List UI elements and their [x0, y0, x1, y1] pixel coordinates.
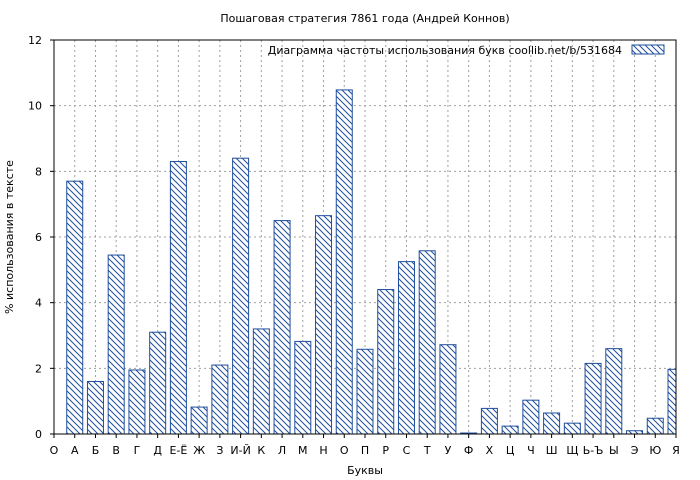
bar	[252, 328, 270, 435]
x-tick-label: И-Й	[230, 444, 250, 457]
x-tick-label: В	[112, 444, 120, 457]
legend-label: Диаграмма частоты использования букв coo…	[268, 44, 622, 57]
x-tick-label: О	[50, 444, 59, 457]
x-tick-label: Ц	[506, 444, 515, 457]
bar	[522, 399, 540, 435]
chart-title: Пошаговая стратегия 7861 года (Андрей Ко…	[220, 12, 509, 25]
x-tick-label: З	[216, 444, 223, 457]
x-tick-label: М	[298, 444, 308, 457]
x-tick-label: У	[445, 444, 452, 457]
x-tick-label: Х	[486, 444, 494, 457]
y-tick-label: 12	[28, 34, 42, 47]
x-tick-label: Е-Ё	[169, 444, 187, 457]
x-tick-label: Щ	[566, 444, 578, 457]
x-tick-label: Г	[134, 444, 141, 457]
bar	[356, 348, 374, 435]
x-tick-label: Р	[382, 444, 389, 457]
bar	[377, 289, 395, 435]
bar	[294, 340, 312, 435]
x-axis-label: Буквы	[347, 464, 383, 477]
bar	[211, 364, 229, 435]
x-tick-label: Д	[153, 444, 162, 457]
bar	[646, 417, 664, 435]
legend-swatch	[631, 44, 665, 55]
bar	[543, 412, 561, 435]
bar	[605, 348, 623, 435]
x-tick-label: Л	[278, 444, 286, 457]
x-tick-label: Ф	[464, 444, 473, 457]
bar	[563, 422, 581, 435]
bar	[397, 261, 415, 435]
legend: Диаграмма частоты использования букв coo…	[268, 44, 665, 57]
bar	[501, 425, 519, 435]
x-tick-label: Ы	[609, 444, 619, 457]
y-tick-label: 6	[35, 231, 42, 244]
x-tick-label: Т	[423, 444, 431, 457]
bar	[315, 215, 333, 435]
y-axis-label: % использования в тексте	[3, 160, 16, 314]
bar	[232, 157, 250, 435]
x-tick-label: Б	[92, 444, 100, 457]
bar	[169, 160, 187, 435]
bar	[335, 89, 353, 435]
x-tick-label: А	[71, 444, 79, 457]
x-tick-label: Ч	[527, 444, 535, 457]
x-tick-label: О	[340, 444, 349, 457]
y-tick-label: 2	[35, 362, 42, 375]
x-tick-label: С	[403, 444, 411, 457]
bar	[667, 368, 677, 435]
x-tick-label: Ю	[649, 444, 661, 457]
bar	[128, 369, 146, 435]
bar	[480, 407, 498, 435]
bar	[273, 220, 291, 435]
x-tick-label: Ж	[193, 444, 205, 457]
y-tick-label: 0	[35, 428, 42, 441]
bar	[149, 331, 167, 435]
x-tick-label: К	[257, 444, 265, 457]
y-tick-label: 4	[35, 297, 42, 310]
y-tick-label: 10	[28, 100, 42, 113]
bar	[439, 344, 457, 435]
bar	[107, 254, 125, 435]
x-tick-label: Ь-Ъ	[583, 444, 604, 457]
x-tick-label: Я	[672, 444, 680, 457]
y-tick-label: 8	[35, 165, 42, 178]
y-axis-ticks: 0 2 4 6 8 10 12	[28, 34, 54, 441]
x-axis-ticks: О А Б В Г Д Е-Ё Ж З И-Й К Л М Н О П Р С Т У Ф Х Ц Ч Ш Щ Ь-Ъ Ы Э Ю Я	[50, 434, 680, 457]
x-tick-label: Ш	[546, 444, 558, 457]
x-tick-label: Э	[631, 444, 639, 457]
bar	[418, 250, 436, 435]
bar	[86, 380, 104, 435]
plot-frame	[53, 39, 677, 435]
bar	[190, 406, 208, 435]
x-tick-label: П	[361, 444, 369, 457]
x-tick-label: Н	[319, 444, 327, 457]
bar	[584, 362, 602, 435]
bar	[66, 180, 84, 435]
